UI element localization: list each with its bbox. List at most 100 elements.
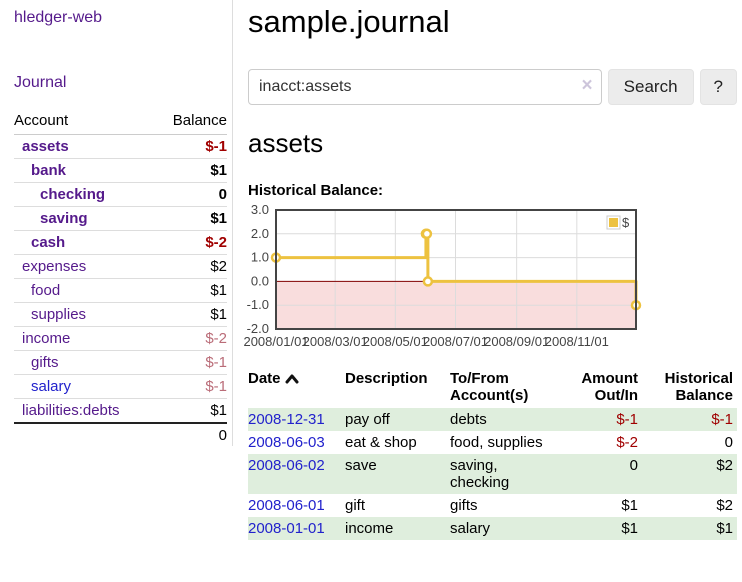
balance-cell: $-1 bbox=[711, 411, 733, 428]
column-header-amount: Amount Out/In bbox=[581, 370, 638, 404]
chart-label: Historical Balance: bbox=[248, 182, 384, 199]
date-link[interactable]: 2008-12-31 bbox=[248, 411, 325, 428]
balance-cell: $1 bbox=[716, 520, 733, 537]
account-row: supplies $1 bbox=[14, 302, 227, 327]
register-table: Date Description To/From Account(s) Amou… bbox=[248, 368, 737, 540]
svg-text:2008/11/01: 2008/11/01 bbox=[545, 334, 609, 349]
table-row: 2008-06-03 eat & shop food, supplies $-2 0 bbox=[248, 431, 737, 454]
account-row: food $1 bbox=[14, 278, 227, 303]
accounts-cell: food, supplies bbox=[450, 434, 543, 451]
register-table-body: 2008-12-31 pay off debts $-1 $-1 2008-06-03 ea… bbox=[248, 408, 737, 540]
account-balance: $-2 bbox=[154, 326, 227, 351]
account-balance: 0 bbox=[154, 182, 227, 207]
clear-search-icon[interactable]: × bbox=[581, 75, 593, 96]
account-row: gifts $-1 bbox=[14, 350, 227, 375]
account-link[interactable]: liabilities:debts bbox=[22, 402, 120, 419]
register-header-row: Date Description To/From Account(s) Amou… bbox=[248, 368, 737, 408]
svg-text:2.0: 2.0 bbox=[251, 226, 269, 241]
account-row: salary $-1 bbox=[14, 374, 227, 399]
account-link[interactable]: gifts bbox=[31, 354, 59, 371]
account-link[interactable]: bank bbox=[31, 162, 67, 179]
amount-cell: $-1 bbox=[616, 411, 638, 428]
account-row: checking 0 bbox=[14, 182, 227, 207]
description-cell: eat & shop bbox=[345, 434, 417, 451]
svg-text:-2.0: -2.0 bbox=[247, 321, 269, 336]
account-row: saving $1 bbox=[14, 206, 227, 231]
account-balance: $-1 bbox=[154, 374, 227, 399]
account-heading: assets bbox=[248, 128, 324, 158]
accounts-header-balance: Balance bbox=[154, 109, 227, 135]
account-row: income $-2 bbox=[14, 326, 227, 351]
account-row: expenses $2 bbox=[14, 254, 227, 279]
description-cell: gift bbox=[345, 497, 366, 514]
accounts-cell: salary bbox=[450, 520, 491, 537]
amount-cell: $1 bbox=[621, 520, 638, 537]
journal-link[interactable]: Journal bbox=[14, 74, 67, 91]
account-link[interactable]: expenses bbox=[22, 258, 87, 275]
balance-cell: $2 bbox=[716, 497, 733, 514]
date-link[interactable]: 2008-01-01 bbox=[248, 520, 325, 537]
table-row: 2008-06-02 save saving, checking 0 $2 bbox=[248, 454, 737, 494]
account-link[interactable]: cash bbox=[31, 234, 66, 251]
accounts-header-row: Account Balance bbox=[14, 109, 227, 135]
search-input[interactable] bbox=[248, 69, 602, 105]
account-balance: $1 bbox=[154, 158, 227, 183]
app-brand[interactable]: hledger-web bbox=[14, 9, 103, 26]
svg-text:2008/07/01: 2008/07/01 bbox=[423, 334, 488, 349]
amount-cell: 0 bbox=[629, 457, 638, 474]
svg-text:0.0: 0.0 bbox=[251, 273, 269, 288]
sidebar: hledger-web Journal Account Balance asse… bbox=[0, 0, 233, 447]
account-row: assets $-1 bbox=[14, 135, 227, 159]
date-link[interactable]: 2008-06-01 bbox=[248, 497, 325, 514]
historical-balance-chart: $3.0 2.0 1.0 0.0 -1.0 -2.02008/01/012008/03/0… bbox=[243, 202, 642, 349]
svg-text:2008/05/01: 2008/05/01 bbox=[363, 334, 428, 349]
svg-text:3.0: 3.0 bbox=[251, 202, 269, 217]
balance-cell: $2 bbox=[716, 457, 733, 474]
account-balance: $1 bbox=[154, 206, 227, 231]
account-link[interactable]: salary bbox=[31, 378, 72, 395]
svg-text:$: $ bbox=[622, 215, 630, 230]
svg-text:2008/09/01: 2008/09/01 bbox=[484, 334, 549, 349]
account-balance: $-2 bbox=[154, 230, 227, 255]
account-balance: $1 bbox=[154, 398, 227, 423]
account-row: liabilities:debts $1 bbox=[14, 398, 227, 423]
account-link[interactable]: supplies bbox=[31, 306, 87, 323]
svg-text:1.0: 1.0 bbox=[251, 250, 269, 265]
date-link[interactable]: 2008-06-02 bbox=[248, 457, 325, 474]
column-header-date[interactable]: Date bbox=[248, 368, 345, 408]
description-cell: pay off bbox=[345, 411, 390, 428]
search-bar: × Search ? bbox=[248, 69, 737, 105]
description-cell: income bbox=[345, 520, 394, 537]
description-cell: save bbox=[345, 457, 377, 474]
main-content: sample.journal × Search ? assets Histori… bbox=[243, 0, 737, 540]
column-header-description: Description bbox=[345, 370, 428, 387]
accounts-total-row: 0 bbox=[14, 422, 227, 447]
page-title: sample.journal bbox=[248, 4, 450, 39]
svg-text:2008/01/01: 2008/01/01 bbox=[243, 334, 308, 349]
sort-ascending-icon bbox=[285, 374, 299, 384]
search-button[interactable]: Search bbox=[607, 69, 694, 105]
column-header-balance: Historical Balance bbox=[664, 370, 733, 404]
account-link[interactable]: assets bbox=[22, 138, 69, 155]
help-button[interactable]: ? bbox=[699, 69, 737, 105]
account-balance: $-1 bbox=[154, 350, 227, 375]
table-row: 2008-01-01 income salary $1 $1 bbox=[248, 517, 737, 540]
account-row: cash $-2 bbox=[14, 230, 227, 255]
balance-cell: 0 bbox=[724, 434, 733, 451]
account-link[interactable]: food bbox=[31, 282, 61, 299]
accounts-cell: saving, checking bbox=[450, 457, 510, 491]
account-link[interactable]: checking bbox=[40, 186, 106, 203]
account-link[interactable]: income bbox=[22, 330, 71, 347]
account-link[interactable]: saving bbox=[40, 210, 88, 227]
date-link[interactable]: 2008-06-03 bbox=[248, 434, 325, 451]
column-header-accounts: To/From Account(s) bbox=[450, 370, 529, 404]
account-balance: $1 bbox=[154, 302, 227, 327]
accounts-cell: gifts bbox=[450, 497, 478, 514]
accounts-table-body: assets $-1 bank $1 checking 0 saving $1 cash $-2 e… bbox=[14, 135, 227, 423]
accounts-table: Account Balance assets $-1 bank $1 checking 0… bbox=[14, 109, 227, 447]
account-balance: $1 bbox=[154, 278, 227, 303]
account-balance: $2 bbox=[154, 254, 227, 279]
table-row: 2008-06-01 gift gifts $1 $2 bbox=[248, 494, 737, 517]
accounts-cell: debts bbox=[450, 411, 487, 428]
account-row: bank $1 bbox=[14, 158, 227, 183]
